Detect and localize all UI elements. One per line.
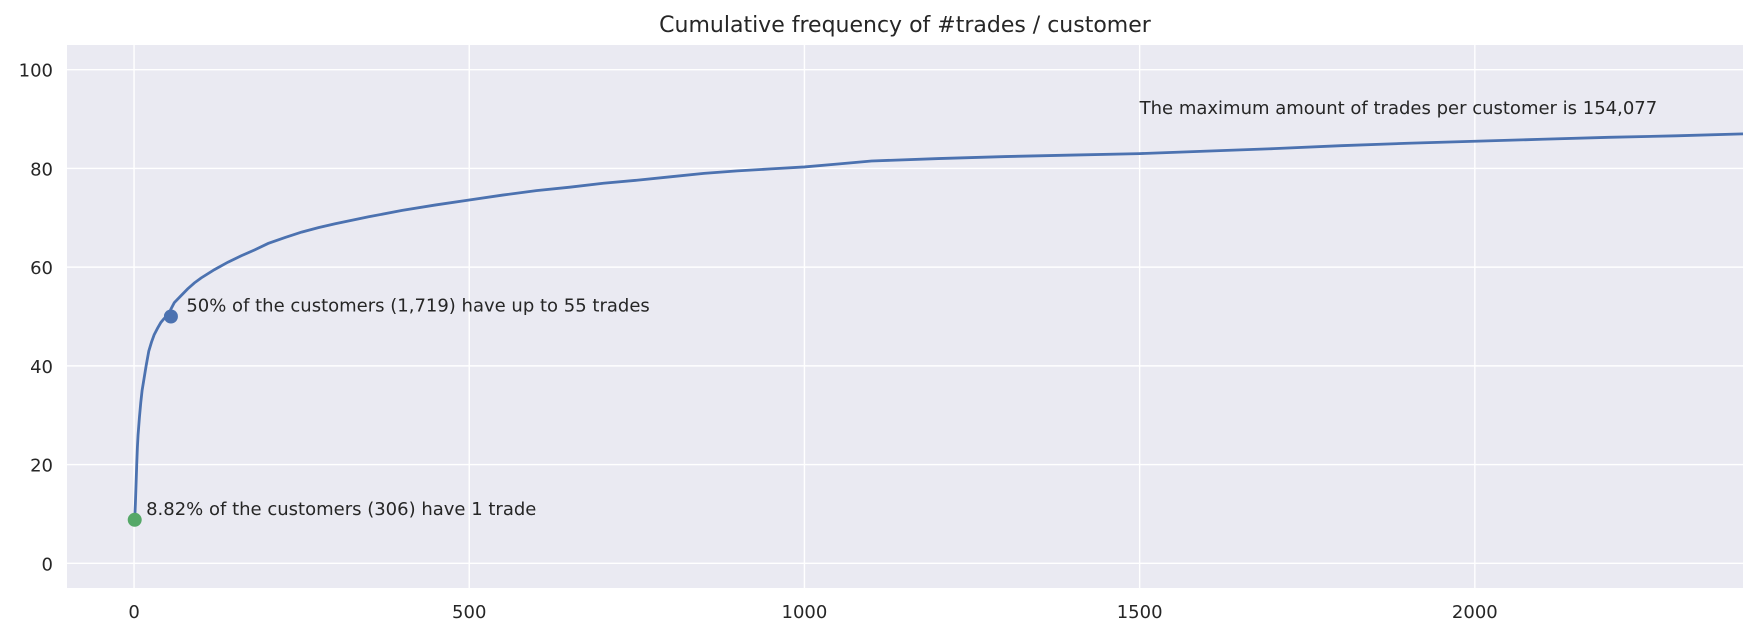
annotation-text: 50% of the customers (1,719) have up to … — [186, 296, 649, 317]
y-tick-label: 100 — [19, 61, 53, 82]
chart-title: Cumulative frequency of #trades / custom… — [659, 13, 1152, 38]
annotation-text: 8.82% of the customers (306) have 1 trad… — [146, 499, 536, 520]
y-tick-label: 80 — [30, 159, 53, 180]
plot-background — [67, 45, 1743, 588]
y-tick-label: 40 — [30, 357, 53, 378]
y-tick-label: 20 — [30, 456, 53, 477]
y-tick-label: 60 — [30, 258, 53, 279]
x-tick-label: 1000 — [782, 602, 828, 623]
x-tick-label: 1500 — [1117, 602, 1163, 623]
highlight-points — [127, 309, 178, 527]
y-tick-label: 0 — [42, 554, 53, 575]
annotations: 8.82% of the customers (306) have 1 trad… — [146, 98, 1657, 520]
highlight-point — [163, 309, 178, 324]
x-tick-label: 2000 — [1452, 602, 1498, 623]
plot-area — [127, 132, 1744, 527]
annotation-text: The maximum amount of trades per custome… — [1139, 98, 1658, 119]
grid — [67, 45, 1743, 588]
series-line — [133, 132, 1744, 520]
x-tick-label: 0 — [128, 602, 139, 623]
y-tick-labels: 0 20 40 60 80 100 — [19, 61, 53, 576]
highlight-point — [127, 512, 142, 527]
x-tick-labels: 0 500 1000 1500 2000 — [128, 602, 1497, 623]
x-tick-label: 500 — [452, 602, 486, 623]
